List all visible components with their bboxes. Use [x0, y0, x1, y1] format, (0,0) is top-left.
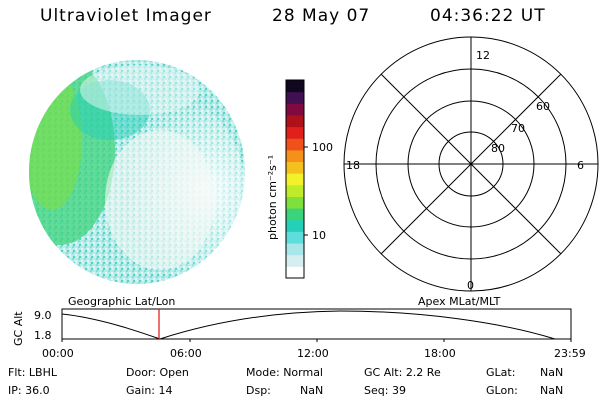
colorbar-tick-label: 10: [312, 229, 326, 242]
colorbar-segment: [286, 254, 304, 267]
status-filter: Flt: LBHL: [8, 366, 57, 379]
timeline-xtick-0: 00:00: [42, 347, 74, 360]
uv-earth-image: [29, 60, 245, 284]
colorbar-segment: [286, 231, 304, 244]
timeline-xtick-1: 06:00: [170, 347, 202, 360]
status-ip: IP: 36.0: [8, 384, 50, 397]
status-gain: Gain: 14: [126, 384, 173, 397]
status-glon-value: NaN: [540, 384, 564, 397]
mlt-label-left: 18: [346, 159, 360, 172]
colorbar-segment: [286, 149, 304, 163]
timeline-ytick-top: 9.0: [34, 309, 52, 322]
timeline-xtick-2: 12:00: [297, 347, 329, 360]
timeline-left-caption: Geographic Lat/Lon: [68, 295, 175, 308]
colorbar-segment: [286, 266, 304, 279]
colorbar: 100 10: [285, 79, 333, 279]
status-glat-label: GLat:: [486, 366, 516, 379]
colorbar-frame: [285, 79, 305, 279]
colorbar-segment: [286, 161, 304, 174]
mlt-label-bottom: 0: [467, 279, 474, 292]
lat-label-70: 70: [511, 122, 525, 135]
colorbar-segment: [286, 103, 304, 116]
timeline-plot: [61, 308, 572, 342]
page-title: Ultraviolet Imager: [40, 6, 212, 26]
colorbar-segment: [286, 126, 304, 139]
colorbar-segment: [286, 208, 304, 221]
mlt-label-right: 6: [577, 159, 584, 172]
lat-label-80: 80: [491, 142, 505, 155]
header-time: 04:36:22 UT: [430, 6, 546, 26]
status-dsp-value: NaN: [300, 384, 324, 397]
colorbar-segment: [286, 184, 304, 197]
timeline-ytick-bottom: 1.8: [34, 329, 52, 342]
colorbar-segment: [286, 243, 304, 256]
colorbar-tick-label: 100: [312, 141, 333, 154]
colorbar-label: photon cm⁻²s⁻¹: [266, 155, 279, 240]
colorbar-segment: [286, 80, 304, 93]
colorbar-segment: [286, 173, 304, 186]
colorbar-segment: [286, 219, 304, 232]
timeline-right-caption: Apex MLat/MLT: [418, 295, 501, 308]
status-gc-alt: GC Alt: 2.2 Re: [364, 366, 441, 379]
colorbar-segment: [286, 138, 304, 151]
status-door: Door: Open: [126, 366, 189, 379]
polar-grid: [343, 36, 599, 292]
colorbar-segment: [286, 114, 304, 128]
status-mode: Mode: Normal: [246, 366, 323, 379]
lat-label-60: 60: [536, 100, 550, 113]
status-glat-value: NaN: [540, 366, 564, 379]
timeline-xtick-3: 18:00: [424, 347, 456, 360]
status-glon-label: GLon:: [486, 384, 518, 397]
timeline-ylabel: GC Alt: [12, 311, 25, 346]
colorbar-segment: [286, 91, 304, 104]
timeline-xtick-4: 23:59: [554, 347, 586, 360]
altitude-curve: [61, 310, 556, 340]
mlt-label-top: 12: [476, 49, 490, 62]
status-seq: Seq: 39: [364, 384, 406, 397]
header-date: 28 May 07: [272, 6, 371, 26]
status-dsp-label: Dsp:: [246, 384, 271, 397]
colorbar-segment: [286, 196, 304, 209]
